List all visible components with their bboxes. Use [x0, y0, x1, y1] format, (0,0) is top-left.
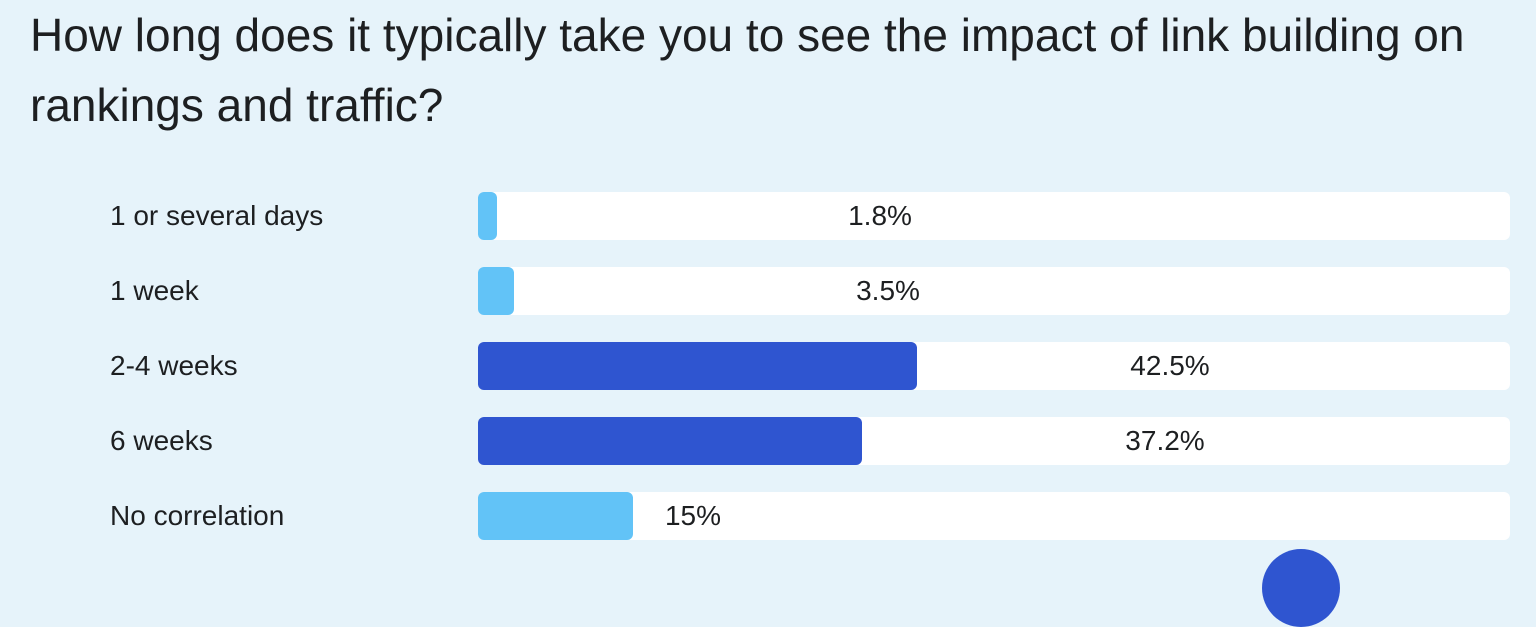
value-label: 3.5% — [856, 275, 920, 306]
bar — [478, 267, 515, 315]
category-label: 1 week — [110, 275, 199, 306]
bar-row: No correlation 15% — [0, 492, 1536, 540]
value-label: 1.8% — [848, 200, 912, 231]
bar-row: 6 weeks 37.2% — [0, 417, 1536, 465]
category-label: No correlation — [110, 500, 285, 531]
bar — [478, 342, 917, 390]
bar-track — [478, 192, 1510, 240]
decorative-circle — [1262, 549, 1340, 627]
bar-track — [478, 492, 1510, 540]
bar-row: 2-4 weeks 42.5% — [0, 342, 1536, 390]
category-label: 6 weeks — [110, 425, 213, 456]
bar-track — [478, 342, 1510, 390]
bar-track — [478, 417, 1510, 465]
bar-track — [478, 267, 1510, 315]
category-label: 2-4 weeks — [110, 350, 238, 381]
value-label: 37.2% — [1125, 425, 1205, 456]
chart-title: How long does it typically take you to s… — [30, 9, 1465, 131]
bar — [478, 492, 633, 540]
category-label: 1 or several days — [110, 200, 324, 231]
value-label: 42.5% — [1130, 350, 1210, 381]
bar-row: 1 week 3.5% — [0, 267, 1536, 315]
bar — [478, 417, 862, 465]
bar-row: 1 or several days 1.8% — [0, 192, 1536, 240]
value-label: 15% — [664, 500, 722, 531]
bar — [478, 192, 497, 240]
